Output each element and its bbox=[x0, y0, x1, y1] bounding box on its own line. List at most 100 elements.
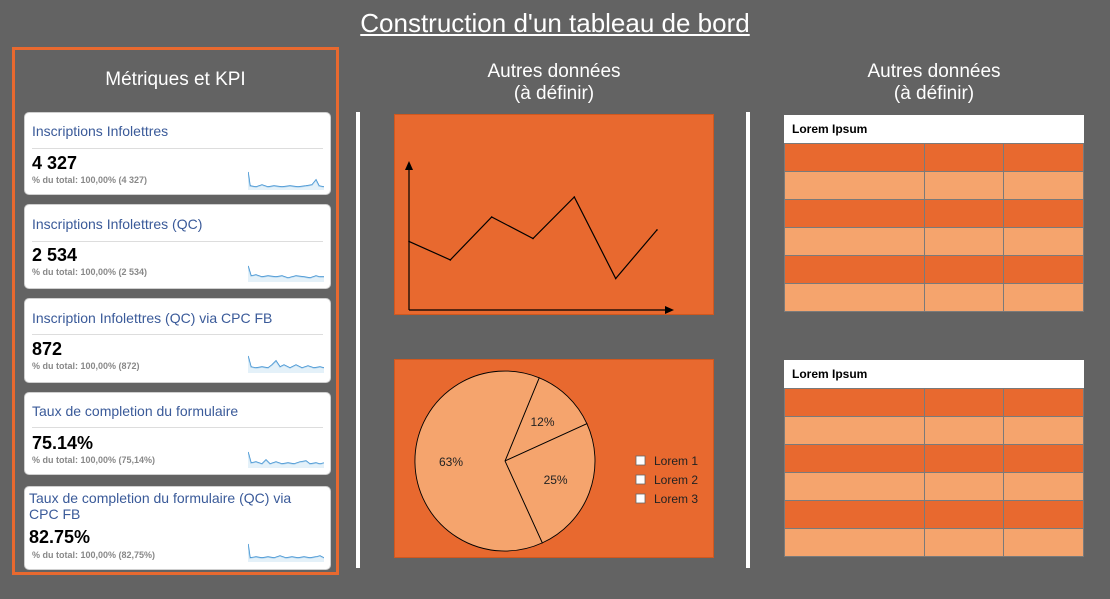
kpi-value: 75.14% bbox=[32, 433, 94, 453]
page-title: Construction d'un tableau de bord bbox=[360, 8, 750, 38]
kpi-card[interactable]: Taux de completion du formulaire 75.14% … bbox=[24, 392, 331, 475]
table-row bbox=[784, 388, 1084, 417]
y-axis-arrow bbox=[405, 161, 413, 170]
kpi-name: Taux de completion du formulaire bbox=[32, 403, 239, 419]
kpi-name: Inscription Infolettres (QC) via CPC FB bbox=[32, 310, 273, 326]
section-title: Autres données (à définir) bbox=[394, 61, 714, 105]
sparkline bbox=[248, 265, 324, 282]
table-cell bbox=[1003, 227, 1084, 256]
pie-slice bbox=[504, 377, 588, 462]
table-row bbox=[784, 143, 1084, 172]
kpi-name: Inscriptions Infolettres bbox=[32, 123, 169, 139]
table-cell bbox=[1003, 255, 1084, 284]
table-body bbox=[784, 388, 1084, 557]
table-row bbox=[784, 472, 1084, 501]
table-body bbox=[784, 143, 1084, 312]
table-cell bbox=[784, 227, 925, 256]
data-point bbox=[532, 237, 534, 240]
table-cell bbox=[923, 388, 1005, 417]
data-point bbox=[656, 229, 658, 231]
pie-slice bbox=[414, 370, 543, 552]
legend-label: Lorem 3 bbox=[654, 492, 698, 506]
kpi-separator bbox=[32, 334, 323, 335]
table-cell bbox=[1003, 171, 1084, 200]
kpi-value: 82.75% bbox=[29, 527, 91, 547]
kpi-value: 872 bbox=[32, 339, 63, 359]
divider bbox=[746, 112, 750, 568]
table-cell bbox=[784, 472, 925, 501]
pie-slice bbox=[504, 423, 596, 544]
table-cell bbox=[1003, 500, 1084, 529]
kpi-card[interactable]: Inscriptions Infolettres 4 327 % du tota… bbox=[24, 112, 331, 195]
line-chart-box bbox=[394, 114, 714, 315]
pie-slice-label: 25% bbox=[544, 473, 568, 487]
table-cell bbox=[784, 416, 925, 445]
table-cell bbox=[923, 199, 1005, 228]
table-cell bbox=[1003, 143, 1084, 172]
table-row bbox=[784, 171, 1084, 200]
table-cell bbox=[784, 283, 925, 312]
kpi-panel: Métriques et KPI Inscriptions Infolettre… bbox=[12, 47, 339, 575]
table-cell bbox=[923, 255, 1005, 284]
sparkline bbox=[248, 171, 324, 190]
table-row bbox=[784, 227, 1084, 256]
data-table: Lorem Ipsum bbox=[784, 360, 1084, 557]
data-point bbox=[490, 216, 493, 218]
kpi-separator bbox=[32, 148, 323, 149]
kpi-total: % du total: 100,00% (872) bbox=[32, 361, 140, 371]
table-cell bbox=[923, 528, 1005, 557]
table-cell bbox=[784, 444, 925, 473]
table-cell bbox=[923, 444, 1005, 473]
table-cell bbox=[784, 388, 925, 417]
pie-slice-label: 63% bbox=[439, 455, 463, 469]
table-header: Lorem Ipsum bbox=[784, 115, 1084, 143]
kpi-name: Taux de completion du formulaire (QC) vi… bbox=[29, 490, 292, 522]
kpi-total: % du total: 100,00% (2 534) bbox=[32, 267, 148, 277]
table-cell bbox=[1003, 283, 1084, 312]
kpi-separator bbox=[32, 241, 323, 242]
pie-chart: 12% 25% 63% Lorem 1 Lorem 2 Lorem 3 bbox=[414, 370, 698, 552]
table-cell bbox=[784, 255, 925, 284]
legend-label: Lorem 1 bbox=[654, 454, 698, 468]
section-title-line2: (à définir) bbox=[513, 83, 595, 104]
table-cell bbox=[923, 416, 1005, 445]
table-row bbox=[784, 416, 1084, 445]
kpi-panel-title: Métriques et KPI bbox=[105, 69, 246, 90]
kpi-card[interactable]: Inscription Infolettres (QC) via CPC FB … bbox=[24, 298, 331, 383]
table-cell bbox=[923, 500, 1005, 529]
table-cell bbox=[923, 283, 1005, 312]
kpi-card[interactable]: Taux de completion du formulaire (QC) vi… bbox=[24, 486, 331, 570]
legend-checkbox[interactable] bbox=[635, 474, 646, 485]
kpi-value: 4 327 bbox=[32, 153, 78, 173]
table-cell bbox=[923, 143, 1005, 172]
legend-checkbox[interactable] bbox=[635, 493, 646, 504]
sparkline bbox=[248, 451, 324, 468]
table-row bbox=[784, 444, 1084, 473]
table-cell bbox=[1003, 199, 1084, 228]
table-cell bbox=[1003, 528, 1084, 557]
table-row bbox=[784, 283, 1084, 312]
data-table: Lorem Ipsum bbox=[784, 115, 1084, 312]
pie-chart-box: 12% 25% 63% Lorem 1 Lorem 2 Lorem 3 bbox=[394, 359, 714, 558]
section-title: Autres données (à définir) bbox=[784, 61, 1084, 105]
line-chart bbox=[405, 161, 674, 314]
kpi-card[interactable]: Inscriptions Infolettres (QC) 2 534 % du… bbox=[24, 204, 331, 289]
kpi-total: % du total: 100,00% (4 327) bbox=[32, 175, 148, 185]
table-cell bbox=[784, 171, 925, 200]
table-row bbox=[784, 528, 1084, 557]
table-row bbox=[784, 199, 1084, 228]
table-header: Lorem Ipsum bbox=[784, 360, 1084, 388]
legend-checkbox[interactable] bbox=[635, 455, 646, 466]
table-cell bbox=[923, 472, 1005, 501]
table-cell bbox=[923, 227, 1005, 256]
legend-label: Lorem 2 bbox=[654, 473, 698, 487]
kpi-name: Inscriptions Infolettres (QC) bbox=[32, 216, 203, 232]
data-point bbox=[614, 277, 617, 280]
table-cell bbox=[923, 171, 1005, 200]
kpi-value: 2 534 bbox=[32, 245, 78, 265]
table-cell bbox=[1003, 416, 1084, 445]
kpi-separator bbox=[32, 427, 323, 428]
table-row bbox=[784, 500, 1084, 529]
sparkline bbox=[248, 355, 324, 373]
section-title-line2: (à définir) bbox=[893, 83, 975, 104]
